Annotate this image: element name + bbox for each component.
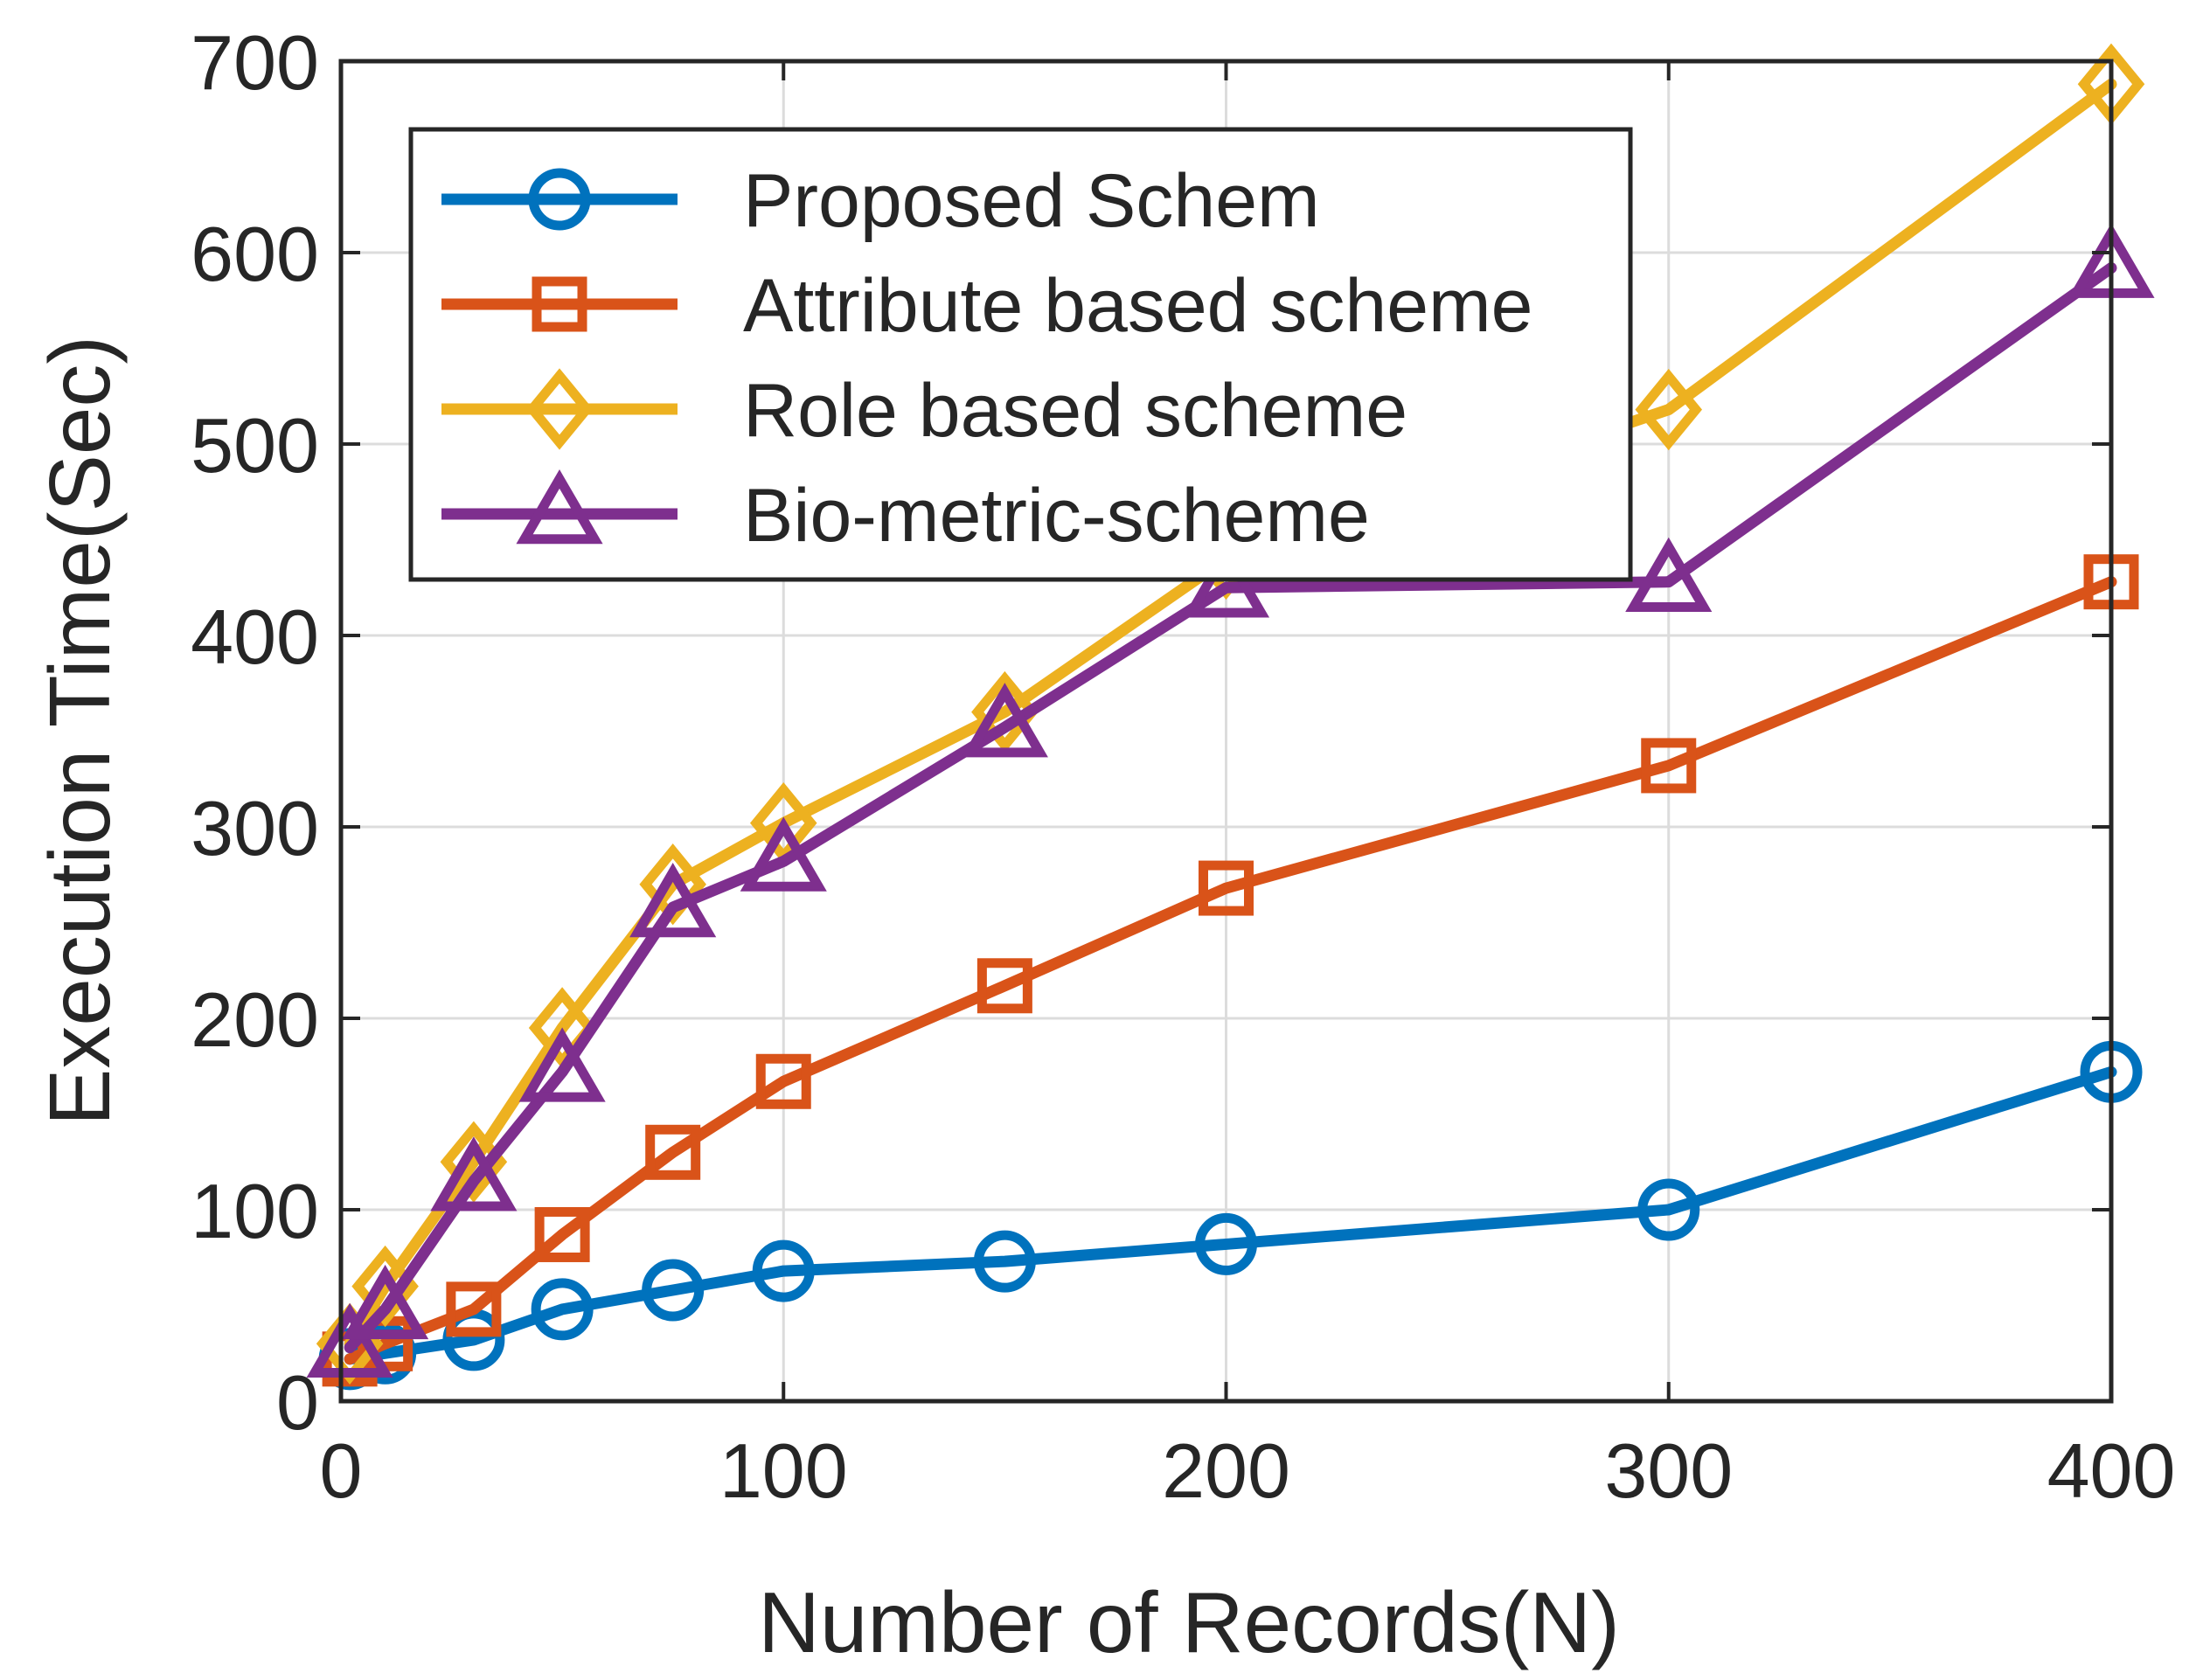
legend-item-2: Attribute based scheme xyxy=(441,264,1533,348)
data-point-triangle xyxy=(430,1136,518,1211)
data-point-square xyxy=(446,1281,502,1337)
y-tick-label: 700 xyxy=(191,19,319,106)
y-tick-label: 200 xyxy=(191,976,319,1063)
data-point-circle xyxy=(973,1230,1036,1293)
data-point-triangle xyxy=(518,1027,606,1102)
y-tick-label: 600 xyxy=(191,211,319,297)
data-point-square xyxy=(755,1053,811,1109)
y-tick-label: 500 xyxy=(191,402,319,489)
data-point-circle xyxy=(531,1278,594,1341)
legend-marker-circle xyxy=(528,168,591,231)
data-point-square xyxy=(534,1206,590,1262)
x-tick-label: 100 xyxy=(719,1427,848,1514)
x-tick-label: 400 xyxy=(2047,1427,2176,1514)
data-point-diamond xyxy=(528,987,596,1069)
data-point-square xyxy=(1641,738,1697,794)
series-layer xyxy=(306,43,2155,1391)
legend-label: Attribute based scheme xyxy=(743,264,1533,348)
data-point-triangle xyxy=(740,816,827,892)
legend-label: Bio-metric-scheme xyxy=(743,474,1370,558)
legend-marker-diamond xyxy=(525,368,594,450)
legend: Proposed Schem Attribute based scheme Role… xyxy=(408,127,1633,582)
legend-marker-square xyxy=(532,276,587,332)
x-tick-label: 0 xyxy=(320,1427,363,1514)
data-point-triangle xyxy=(1625,537,1713,612)
data-point-triangle xyxy=(1182,543,1270,618)
y-tick-label: 400 xyxy=(191,594,319,680)
y-axis-label: Execution Time(Sec) xyxy=(31,336,128,1126)
axis-ticks: 0 100 200 300 400 0 100 200 300 400 500 600 700 xyxy=(191,19,2175,1514)
series-4 xyxy=(306,223,2155,1378)
data-point-triangle xyxy=(629,863,717,938)
legend-item-1: Proposed Schem xyxy=(441,159,1320,243)
legend-label: Role based scheme xyxy=(743,369,1407,453)
data-point-square xyxy=(976,958,1032,1014)
x-tick-label: 300 xyxy=(1604,1427,1733,1514)
data-point-diamond xyxy=(639,843,706,926)
data-point-circle xyxy=(752,1239,815,1302)
legend-marker-triangle xyxy=(516,469,603,545)
y-tick-label: 300 xyxy=(191,785,319,871)
data-point-triangle xyxy=(961,683,1048,758)
data-point-triangle xyxy=(342,1264,429,1340)
data-point-diamond xyxy=(1635,368,1703,451)
legend-item-3: Role based scheme xyxy=(441,368,1407,453)
data-point-square xyxy=(645,1124,701,1180)
series-line xyxy=(344,576,2117,1365)
x-tick-label: 200 xyxy=(1162,1427,1290,1514)
series-line xyxy=(344,262,2117,1354)
y-tick-label: 100 xyxy=(191,1168,319,1254)
data-point-circle xyxy=(1195,1212,1257,1275)
legend-label: Proposed Schem xyxy=(743,159,1320,243)
data-point-circle xyxy=(642,1259,705,1322)
data-point-square xyxy=(1199,860,1254,916)
data-point-diamond xyxy=(971,670,1039,753)
data-point-triangle xyxy=(306,1302,393,1378)
series-2 xyxy=(322,554,2139,1387)
data-point-circle xyxy=(1637,1178,1700,1241)
x-axis-label: Number of Records(N) xyxy=(758,1574,1620,1670)
legend-item-4: Bio-metric-scheme xyxy=(441,469,1370,558)
y-tick-label: 0 xyxy=(276,1359,319,1446)
series-line xyxy=(344,1066,2117,1365)
